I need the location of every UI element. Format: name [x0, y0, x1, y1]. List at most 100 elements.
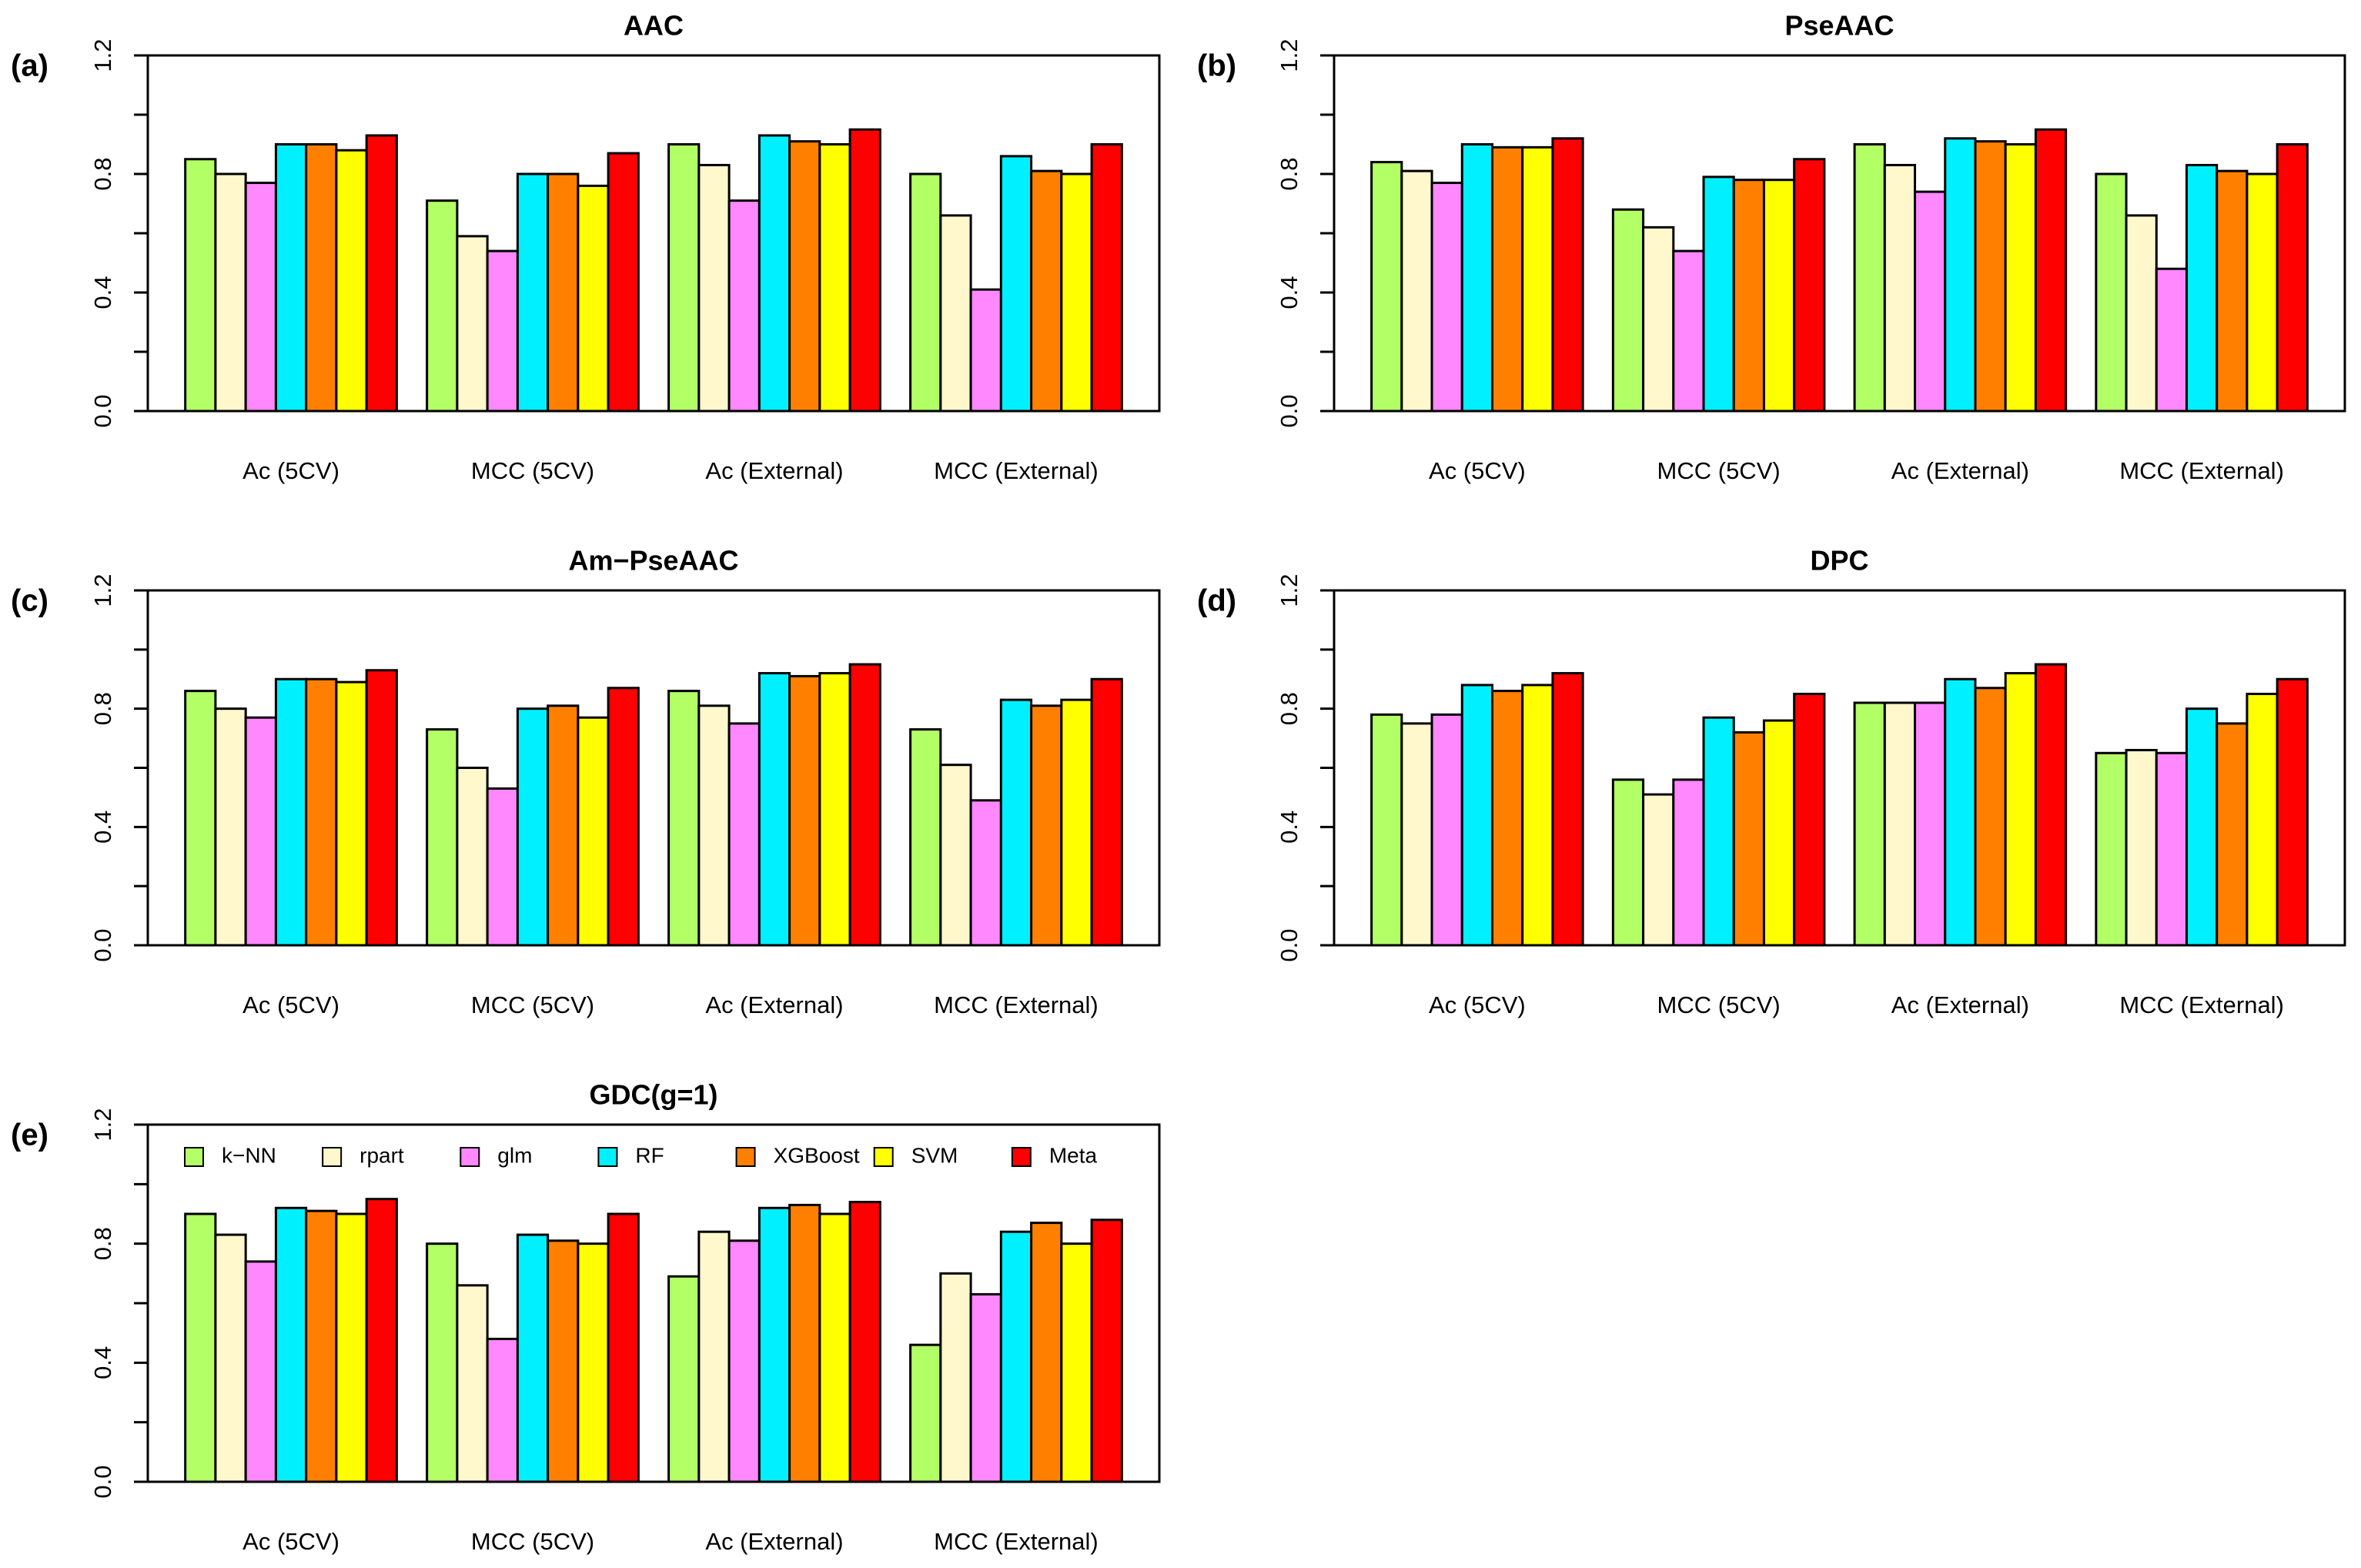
x-tick-label: Ac (External) [705, 457, 843, 484]
bar [727, 1239, 761, 1483]
bar [456, 235, 489, 413]
bar [577, 716, 610, 947]
bar [2155, 751, 2189, 947]
bar [1672, 778, 1705, 947]
bar [697, 704, 731, 947]
bar [1460, 143, 1493, 413]
bar [547, 1239, 580, 1483]
panel-label: (e) [11, 1118, 48, 1152]
x-tick-label: MCC (External) [934, 1528, 1099, 1555]
x-tick-label: MCC (5CV) [1657, 991, 1781, 1018]
bar [2004, 672, 2037, 947]
bar [1551, 672, 1584, 947]
x-tick-label: MCC (External) [2119, 991, 2284, 1018]
bar [1944, 137, 1977, 413]
bar [305, 1209, 338, 1483]
plot-frame [1333, 589, 2346, 947]
bar [426, 1242, 459, 1483]
panel: (a) AAC Ac (5CV) MCC (5CV) Ac (External) MCC … [11, 10, 1161, 484]
bar [426, 728, 459, 947]
legend-swatch [1011, 1147, 1032, 1167]
bar [274, 677, 308, 947]
bar [1430, 713, 1463, 947]
bar [274, 1206, 308, 1483]
bar [757, 134, 791, 413]
bar [184, 158, 217, 413]
bar [1060, 698, 1093, 947]
bar [1853, 701, 1886, 947]
y-tick-label: 0.0 [89, 394, 116, 427]
bar [335, 149, 368, 413]
bar [1974, 140, 2007, 413]
bar [1370, 713, 1403, 947]
bar [697, 1230, 731, 1483]
chart-title: AAC [624, 10, 684, 42]
bar [1430, 182, 1463, 413]
bar [1490, 145, 1524, 413]
bar [1551, 137, 1584, 413]
bar [1030, 704, 1063, 947]
bar [1914, 701, 1947, 947]
x-tick-label: Ac (External) [705, 1528, 843, 1555]
bar [1090, 677, 1123, 947]
y-tick-label: 1.2 [1276, 573, 1303, 607]
bar [456, 767, 489, 947]
bar [1732, 731, 1765, 947]
x-tick-label: Ac (5CV) [242, 457, 339, 484]
bar [214, 1233, 247, 1483]
bar [244, 716, 277, 947]
y-tick-label: 0.0 [1276, 928, 1303, 961]
bar [1702, 716, 1735, 947]
bar [2004, 143, 2037, 413]
bar [1762, 179, 1796, 413]
bar [1732, 179, 1765, 413]
bar [365, 134, 398, 413]
bar [2276, 677, 2309, 947]
bar [607, 1212, 640, 1483]
bar [547, 704, 580, 947]
y-tick-label: 0.8 [1276, 157, 1303, 190]
bar [426, 199, 459, 413]
y-tick-label: 1.2 [89, 1108, 116, 1141]
bar [365, 669, 398, 947]
bar [818, 143, 851, 413]
y-tick-label: 0.8 [1276, 692, 1303, 725]
bar [516, 172, 550, 413]
bar [2034, 663, 2068, 947]
legend-swatch [597, 1147, 618, 1167]
panel: (d) DPC Ac (5CV) MCC (5CV) Ac (External) MCC … [1197, 545, 2346, 1018]
bar [244, 1260, 277, 1483]
bar [365, 1198, 398, 1483]
legend-label: Meta [1049, 1143, 1098, 1167]
x-tick-label: MCC (5CV) [471, 1528, 594, 1555]
bar [757, 1206, 791, 1483]
y-tick-label: 0.4 [1276, 276, 1303, 309]
y-tick-label: 0.0 [1276, 394, 1303, 427]
bar [1060, 172, 1093, 413]
bar [2125, 214, 2158, 413]
bar [848, 663, 881, 947]
bar [788, 674, 821, 947]
x-tick-label: Ac (External) [705, 991, 843, 1018]
bar [1883, 701, 1917, 947]
bar [244, 182, 277, 413]
bar [1030, 1222, 1063, 1483]
bar [818, 672, 851, 947]
panel-label: (b) [1197, 49, 1236, 83]
bar [1974, 687, 2007, 947]
panel-label: (a) [11, 49, 48, 83]
bar [667, 1275, 701, 1483]
y-tick-label: 1.2 [89, 573, 116, 607]
bar [1853, 143, 1886, 413]
bar [2246, 172, 2279, 413]
y-tick-label: 0.0 [89, 928, 116, 961]
chart-title: DPC [1810, 545, 1868, 577]
bar [939, 1272, 972, 1483]
bar [788, 1203, 821, 1483]
bar [1460, 684, 1493, 947]
bar [999, 155, 1033, 413]
chart-title: Am−PseAAC [568, 545, 738, 577]
bar [1672, 249, 1705, 413]
plot-frame [146, 1123, 1161, 1483]
